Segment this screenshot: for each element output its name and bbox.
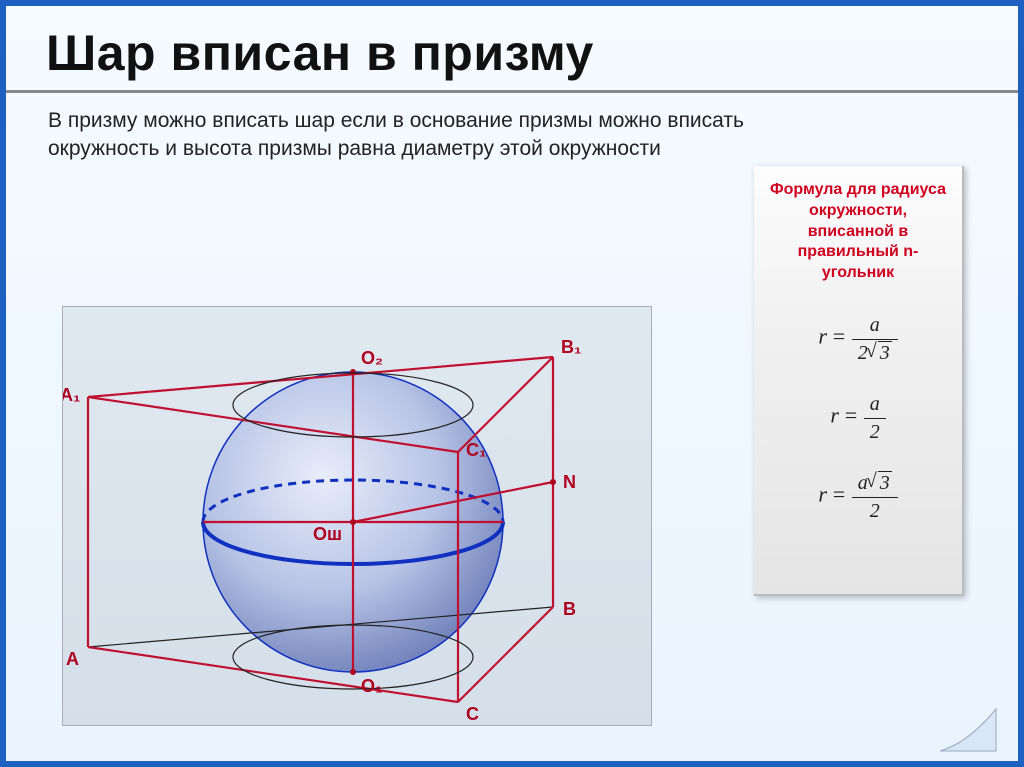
slide-title: Шар вписан в призму	[46, 24, 978, 82]
diagram-svg: A B C A₁ B₁ C₁ O₁ O₂ Oш N	[63, 307, 653, 727]
vertex-label: A	[66, 649, 79, 669]
vertex-label: N	[563, 472, 576, 492]
formula-2: r = a 2	[764, 393, 952, 444]
diagram: A B C A₁ B₁ C₁ O₁ O₂ Oш N	[62, 306, 652, 726]
formula-1: r = a 23	[764, 314, 952, 365]
title-bar: Шар вписан в призму	[6, 6, 1018, 93]
vertex-label: O₁	[361, 676, 382, 696]
vertex-label: A₁	[63, 385, 80, 405]
vertex-label: B₁	[561, 337, 581, 357]
formula-den: 2	[864, 419, 886, 444]
page-curl-icon	[938, 703, 998, 753]
vertex-label: O₂	[361, 348, 383, 368]
formula-num: a	[852, 314, 898, 340]
formula-den: 23	[852, 340, 898, 365]
vertex-label: C₁	[466, 440, 486, 460]
formula-card-title: Формула для радиуса окружности, вписанно…	[764, 180, 952, 284]
formula-num: a3	[852, 472, 898, 498]
formula-den: 2	[852, 498, 898, 523]
formula-card: Формула для радиуса окружности, вписанно…	[754, 166, 964, 596]
body-text: В призму можно вписать шар если в основа…	[6, 93, 1018, 174]
vertex-label: B	[563, 599, 576, 619]
vertex-label: Oш	[313, 524, 342, 544]
formula-lhs: r	[818, 482, 827, 507]
vertex-label: C	[466, 704, 479, 724]
formula-num: a	[864, 393, 886, 419]
slide: Шар вписан в призму В призму можно вписа…	[0, 0, 1024, 767]
formula-3: r = a3 2	[764, 472, 952, 523]
formula-lhs: r	[830, 403, 839, 428]
formula-lhs: r	[818, 324, 827, 349]
